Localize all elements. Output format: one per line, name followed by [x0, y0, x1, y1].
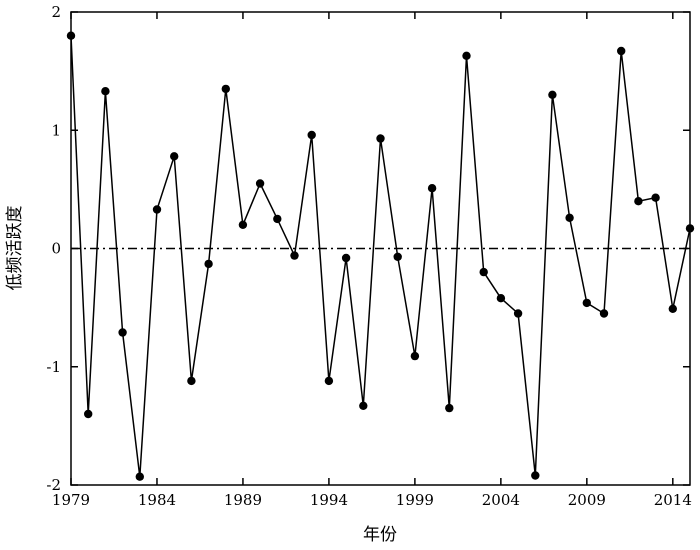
data-point: [479, 267, 488, 277]
data-point: [582, 298, 591, 308]
data-point: [427, 184, 437, 193]
data-point: [341, 253, 351, 263]
x-tick-label: 2004: [482, 491, 520, 509]
y-axis-title: 低频活跃度: [5, 206, 25, 291]
x-tick-label: 1989: [224, 491, 262, 509]
data-point: [307, 130, 316, 140]
x-tick-label: 1994: [310, 491, 348, 509]
x-tick-label: 2009: [568, 491, 606, 509]
data-point: [290, 251, 299, 260]
data-point: [273, 214, 282, 224]
x-axis-ticks: 1979 1984 1989 1994 1999 2004 2009 2014: [52, 12, 692, 509]
series-line: [70, 35, 691, 477]
x-tick-label: 1984: [138, 491, 176, 509]
data-point: [393, 252, 402, 261]
data-point: [410, 351, 420, 361]
x-axis-title: 年份: [363, 525, 397, 545]
data-point: [359, 401, 368, 410]
data-point: [565, 213, 574, 222]
data-point: [187, 376, 196, 386]
y-axis-ticks: -2 -1 0 1 2: [46, 3, 690, 494]
y-tick-label: -1: [46, 358, 61, 376]
data-point: [513, 309, 523, 318]
data-point: [376, 134, 385, 143]
data-point: [324, 376, 334, 386]
data-point: [66, 31, 76, 40]
data-point: [238, 220, 248, 229]
data-point: [118, 328, 127, 337]
data-point: [548, 90, 557, 100]
data-points: [66, 31, 695, 481]
data-point: [634, 197, 643, 206]
data-point: [668, 304, 677, 313]
x-tick-label: 1999: [396, 491, 434, 509]
data-point: [204, 259, 213, 269]
data-point: [685, 224, 695, 233]
y-tick-label: 2: [51, 3, 61, 21]
x-tick-label: 1979: [52, 491, 90, 509]
data-point: [221, 84, 230, 94]
data-point: [617, 46, 626, 56]
data-point: [101, 87, 110, 96]
data-point: [135, 472, 144, 481]
data-point: [84, 409, 93, 419]
data-point: [445, 403, 454, 413]
data-point: [255, 179, 265, 188]
data-point: [462, 51, 471, 60]
y-tick-label: 1: [51, 121, 61, 139]
data-point: [531, 471, 540, 480]
data-point: [152, 205, 162, 214]
y-tick-label: -2: [46, 476, 61, 494]
x-tick-label: 2014: [654, 491, 692, 509]
data-point: [170, 152, 179, 161]
data-point: [496, 294, 506, 303]
y-tick-label: 0: [51, 240, 61, 258]
data-point: [651, 193, 660, 202]
data-point: [599, 309, 609, 318]
